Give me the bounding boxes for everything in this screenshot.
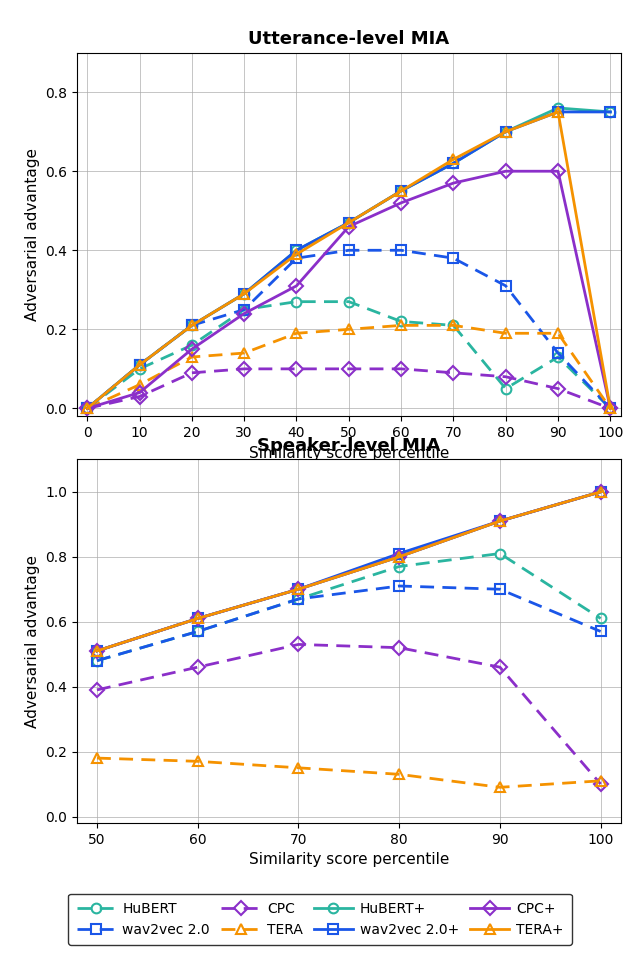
Y-axis label: Adversarial advantage: Adversarial advantage xyxy=(24,148,40,321)
Y-axis label: Adversarial advantage: Adversarial advantage xyxy=(24,555,40,727)
Title: Utterance-level MIA: Utterance-level MIA xyxy=(248,31,449,48)
X-axis label: Similarity score percentile: Similarity score percentile xyxy=(248,446,449,460)
X-axis label: Similarity score percentile: Similarity score percentile xyxy=(248,853,449,867)
Title: Speaker-level MIA: Speaker-level MIA xyxy=(257,437,440,455)
Legend: HuBERT, wav2vec 2.0, CPC, TERA, HuBERT+, wav2vec 2.0+, CPC+, TERA+: HuBERT, wav2vec 2.0, CPC, TERA, HuBERT+,… xyxy=(68,894,572,946)
